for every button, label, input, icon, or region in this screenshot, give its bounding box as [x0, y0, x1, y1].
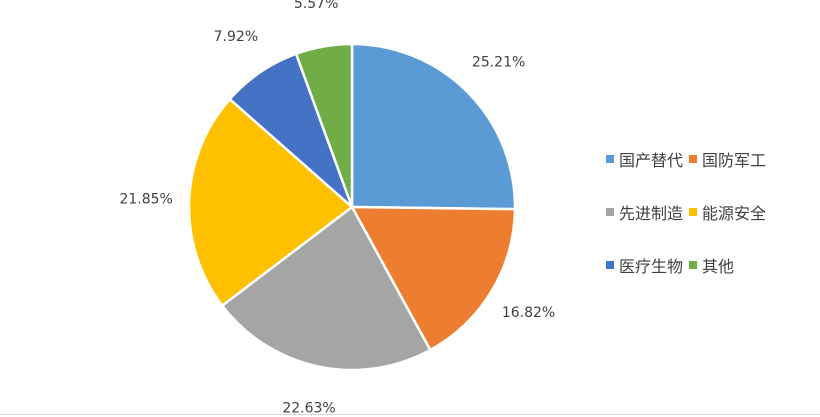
pie-data-label-3: 22.63% — [282, 400, 335, 416]
legend-row: 先进制造 能源安全 — [606, 199, 816, 225]
legend-item-yiliao-shengwu: 医疗生物 — [606, 253, 683, 277]
legend-item-guochan-tidai: 国产替代 — [606, 147, 683, 171]
legend: 国产替代 国防军工 先进制造 能源安全 医疗生物 — [606, 146, 816, 305]
legend-swatch — [606, 155, 614, 163]
pie-slice-3 — [220, 205, 432, 372]
legend-row: 国产替代 国防军工 — [606, 146, 816, 172]
pie-data-label-6: 5.57% — [294, 0, 338, 12]
legend-swatch — [606, 261, 614, 269]
pie-slice-6 — [294, 42, 354, 209]
legend-label: 先进制造 — [619, 204, 684, 223]
legend-item-guofang-jungong: 国防军工 — [689, 147, 766, 171]
legend-swatch — [606, 208, 614, 216]
pie-slices — [187, 42, 517, 372]
legend-item-xianjin-zhizao: 先进制造 — [606, 200, 683, 224]
pie-data-labels: 25.21% 16.82% 22.63% 21.85% 7.92% 5.57% — [119, 0, 555, 416]
pie-data-label-5: 7.92% — [214, 29, 258, 45]
pie-data-label-1: 25.21% — [472, 54, 525, 70]
legend-label: 其他 — [702, 257, 735, 276]
legend-label: 医疗生物 — [619, 257, 684, 276]
legend-label: 能源安全 — [702, 204, 767, 223]
pie-slice-2 — [350, 205, 517, 352]
pie-slice-4 — [187, 97, 354, 307]
legend-item-nengyuan-anquan: 能源安全 — [689, 200, 766, 224]
bottom-divider — [0, 414, 820, 415]
legend-label: 国产替代 — [619, 151, 684, 170]
legend-swatch — [689, 261, 698, 269]
legend-item-qita: 其他 — [689, 253, 734, 277]
legend-row: 医疗生物 其他 — [606, 252, 816, 278]
pie-slice-1 — [350, 42, 517, 211]
legend-swatch — [689, 155, 698, 163]
pie-data-label-2: 16.82% — [502, 305, 555, 321]
legend-swatch — [689, 208, 698, 216]
legend-label: 国防军工 — [702, 151, 767, 170]
pie-data-label-4: 21.85% — [119, 191, 172, 207]
